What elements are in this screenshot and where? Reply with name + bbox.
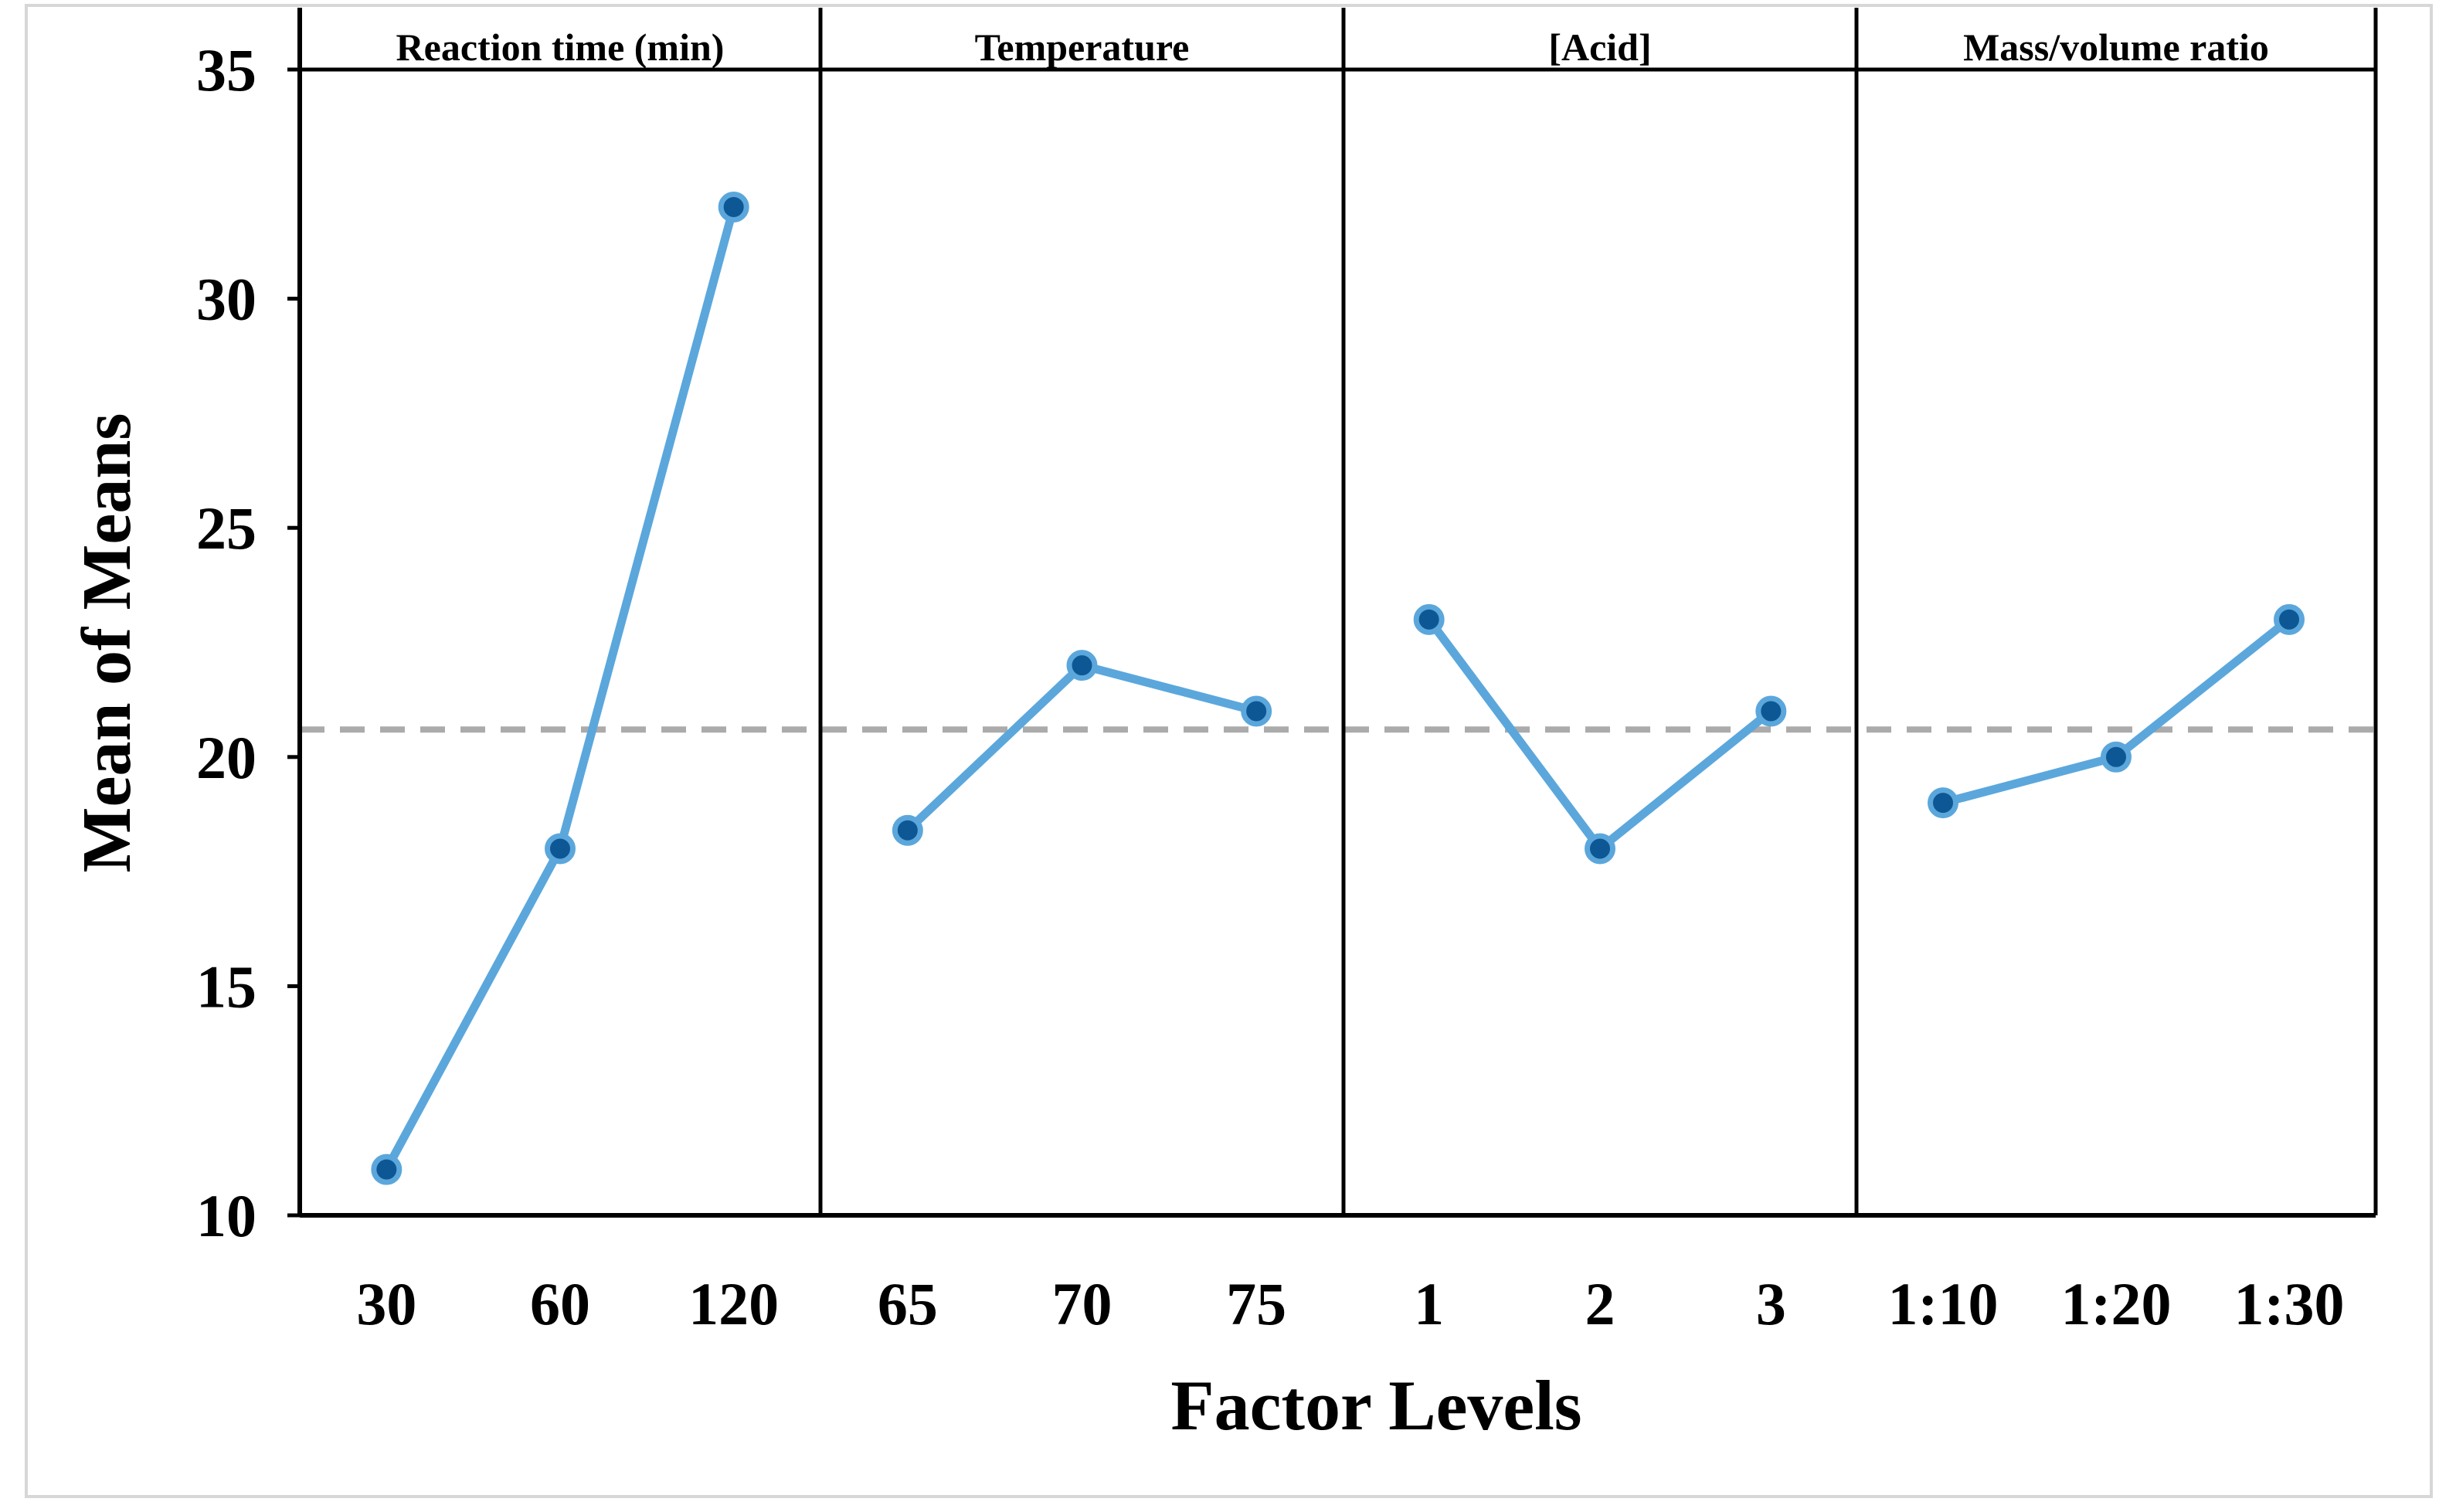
y-tick-label: 15 [196, 953, 256, 1020]
x-tick-label: 2 [1585, 1270, 1615, 1337]
panel-header: Mass/volume ratio [1963, 25, 2269, 69]
panel-header: Reaction time (min) [396, 25, 725, 69]
y-axis-title: Mean of Means [69, 413, 145, 873]
y-tick-label: 10 [196, 1182, 256, 1249]
x-tick-label: 60 [530, 1270, 590, 1337]
data-point-marker [1241, 695, 1272, 727]
data-point-marker [892, 814, 923, 846]
panel-header: Temperature [975, 25, 1190, 69]
x-tick-label: 75 [1226, 1270, 1286, 1337]
data-point-marker [545, 833, 576, 865]
x-tick-label: 30 [356, 1270, 416, 1337]
x-tick-label: 65 [878, 1270, 938, 1337]
data-point-marker [1755, 695, 1787, 727]
data-point-marker [1928, 787, 1958, 819]
x-axis-title: Factor Levels [1170, 1366, 1581, 1445]
data-point-marker [1066, 650, 1098, 681]
y-tick-label: 35 [196, 36, 256, 104]
x-tick-label: 1:10 [1888, 1270, 1999, 1337]
x-tick-label: 1:20 [2061, 1270, 2172, 1337]
y-tick-label: 20 [196, 724, 256, 791]
x-tick-label: 1:30 [2234, 1270, 2345, 1337]
data-point-marker [371, 1154, 403, 1185]
data-point-marker [2101, 741, 2132, 773]
data-point-marker [1413, 603, 1445, 635]
x-tick-label: 120 [688, 1270, 779, 1337]
y-tick-label: 30 [196, 266, 256, 333]
y-tick-label: 25 [196, 494, 256, 562]
x-tick-label: 3 [1756, 1270, 1786, 1337]
outer-frame [25, 4, 2433, 1498]
panel-header: [Acid] [1548, 25, 1651, 69]
data-point-marker [718, 191, 749, 223]
data-point-marker [2274, 603, 2305, 635]
x-tick-label: 70 [1052, 1270, 1113, 1337]
x-tick-label: 1 [1414, 1270, 1444, 1337]
data-point-marker [1585, 833, 1615, 865]
